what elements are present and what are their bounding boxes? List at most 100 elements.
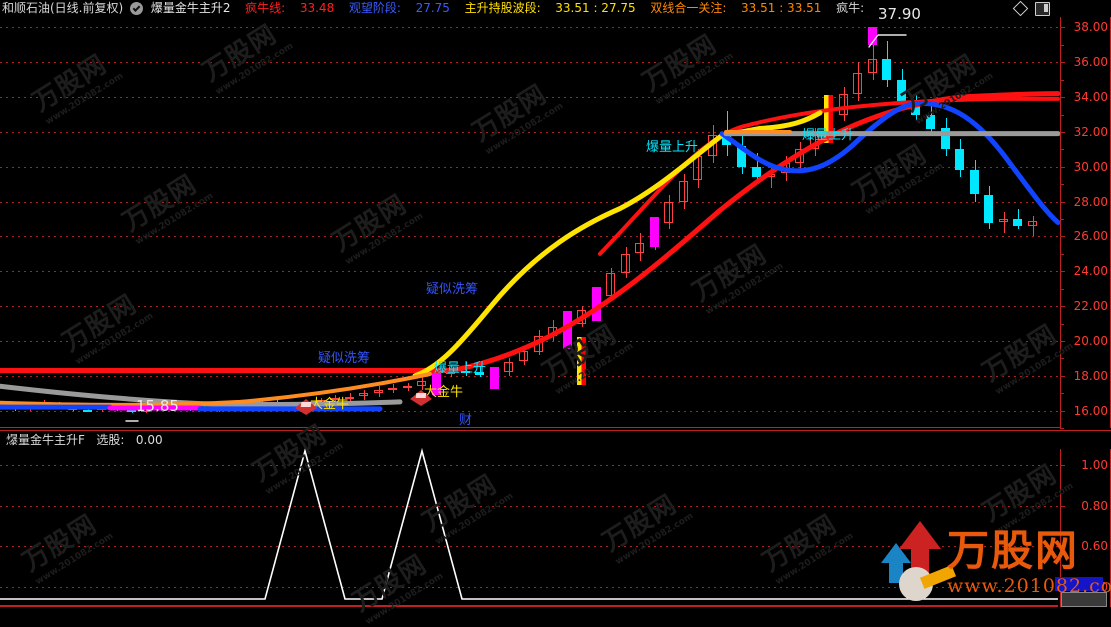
diamond-icon[interactable] bbox=[1012, 0, 1029, 17]
ma-yellow bbox=[412, 125, 763, 379]
axis-minor-tick bbox=[1060, 271, 1064, 272]
signal-candle-highlight bbox=[432, 369, 441, 395]
signal-candle-highlight bbox=[650, 217, 659, 247]
axis-minor-tick bbox=[1060, 45, 1064, 46]
logo-url-text: www.201082.com bbox=[947, 575, 1111, 597]
candle-body bbox=[97, 407, 106, 410]
candle-body bbox=[519, 351, 528, 361]
candle-body bbox=[548, 327, 557, 336]
candle-body bbox=[286, 405, 295, 407]
candle-body bbox=[1028, 221, 1037, 226]
candle-body bbox=[39, 404, 48, 407]
field-label-dual-line: 双线合一关注: bbox=[650, 1, 727, 15]
candle-body bbox=[882, 59, 891, 80]
axis-minor-tick bbox=[1060, 411, 1064, 412]
field-value-hold-band: 33.51 : 27.75 bbox=[555, 1, 636, 15]
candle-body bbox=[504, 362, 513, 372]
annotation-surge-1: 爆量上升 bbox=[434, 361, 487, 376]
price-pane[interactable]: 37.90 15.85 疑似洗筹 疑似洗筹 爆量上升 爆量上升 爆量上升 大金牛 大金牛财 bbox=[0, 7, 1061, 428]
price-axis-label: 28.00 bbox=[1073, 195, 1108, 209]
candle-body bbox=[984, 195, 993, 223]
indicator-axis-tick bbox=[1060, 465, 1065, 466]
candle-body bbox=[577, 310, 586, 324]
candle-wick bbox=[1004, 212, 1005, 233]
annotation-washing-1: 疑似洗筹 bbox=[318, 351, 371, 366]
candle-body bbox=[359, 393, 368, 396]
verified-check-icon[interactable] bbox=[130, 2, 144, 15]
field-value-wait-stage: 27.75 bbox=[415, 1, 450, 15]
panel-icon[interactable] bbox=[1035, 2, 1050, 16]
price-pane-bottom-border bbox=[0, 427, 1060, 428]
candle-body bbox=[722, 135, 731, 145]
axis-minor-tick bbox=[1060, 289, 1064, 290]
candle-body bbox=[752, 167, 761, 177]
candle-wick bbox=[88, 407, 89, 413]
gridline bbox=[0, 27, 1060, 28]
axis-minor-tick bbox=[1060, 167, 1064, 168]
gridline bbox=[0, 376, 1060, 377]
candle-body bbox=[708, 135, 717, 156]
candle-body bbox=[10, 407, 19, 409]
candle-body bbox=[868, 59, 877, 73]
marker-core bbox=[415, 393, 427, 398]
indicator-axis-rule bbox=[1060, 449, 1061, 607]
pane-divider bbox=[0, 430, 1111, 431]
candle-body bbox=[606, 273, 615, 296]
ma-orange bbox=[0, 372, 432, 407]
candle-body bbox=[926, 115, 935, 129]
price-axis-label: 34.00 bbox=[1073, 90, 1108, 104]
indicator-axis-label: 1.00 bbox=[1081, 458, 1108, 472]
field-label-crazy-bull: 疯牛线: bbox=[245, 1, 286, 15]
trading-chart-app: 和顺石油(日线.前复权) 爆量金牛主升2 疯牛线: 33.48 观望阶段: 27… bbox=[0, 0, 1111, 607]
price-axis: 38.00 36.00 34.00 32.00 30.00 28.00 26.00 24.00… bbox=[1060, 17, 1111, 429]
candle-body bbox=[911, 101, 920, 115]
axis-minor-tick bbox=[1060, 358, 1064, 359]
bull-marker-1 bbox=[295, 399, 317, 415]
axis-minor-tick bbox=[1060, 428, 1064, 429]
price-axis-label: 38.00 bbox=[1073, 20, 1108, 34]
price-axis-label: 26.00 bbox=[1073, 229, 1108, 243]
candle-wick bbox=[873, 29, 874, 80]
bull-marker-2 bbox=[410, 390, 432, 406]
candle-body bbox=[897, 80, 906, 101]
candle-body bbox=[54, 404, 63, 407]
axis-minor-tick bbox=[1060, 132, 1064, 133]
axis-minor-tick bbox=[1060, 376, 1064, 377]
annotation-bull-2: 大金牛 bbox=[424, 385, 464, 400]
indicator-pane[interactable] bbox=[0, 447, 1060, 607]
marker-core bbox=[300, 402, 312, 407]
indicator-gridline bbox=[0, 465, 1060, 466]
candle-body bbox=[737, 146, 746, 167]
indicator-gridline bbox=[0, 506, 1060, 507]
chart-header: 和顺石油(日线.前复权) 爆量金牛主升2 疯牛线: 33.48 观望阶段: 27… bbox=[0, 0, 1111, 17]
candle-body bbox=[25, 407, 34, 409]
candle-body bbox=[853, 73, 862, 94]
field-value-crazy-bull: 33.48 bbox=[299, 1, 335, 15]
price-axis-label: 24.00 bbox=[1073, 264, 1108, 278]
indicator-axis-tick bbox=[1060, 506, 1065, 507]
axis-minor-tick bbox=[1060, 202, 1064, 203]
candle-body bbox=[999, 219, 1008, 222]
sub-field-value: 0.00 bbox=[135, 433, 163, 447]
axis-minor-tick bbox=[1060, 62, 1064, 63]
field-value-dual-line: 33.51 : 33.51 bbox=[741, 1, 822, 15]
indicator-value-badge bbox=[1055, 577, 1103, 591]
candle-body bbox=[781, 163, 790, 173]
signal-candle-highlight bbox=[592, 287, 601, 321]
candle-body bbox=[679, 181, 688, 202]
indicator-axis-label: 0.80 bbox=[1081, 499, 1108, 513]
axis-minor-tick bbox=[1060, 219, 1064, 220]
gridline bbox=[0, 236, 1060, 237]
price-axis-label: 36.00 bbox=[1073, 55, 1108, 69]
signal-candle-split bbox=[577, 337, 586, 385]
gridline bbox=[0, 306, 1060, 307]
candle-body bbox=[621, 254, 630, 273]
gridline bbox=[0, 271, 1060, 272]
price-axis-label: 30.00 bbox=[1073, 160, 1108, 174]
axis-minor-tick bbox=[1060, 115, 1064, 116]
signal-candle-highlight bbox=[490, 367, 499, 389]
axis-minor-tick bbox=[1060, 80, 1064, 81]
gridline bbox=[0, 62, 1060, 63]
gridline bbox=[0, 341, 1060, 342]
candle-body bbox=[955, 149, 964, 170]
